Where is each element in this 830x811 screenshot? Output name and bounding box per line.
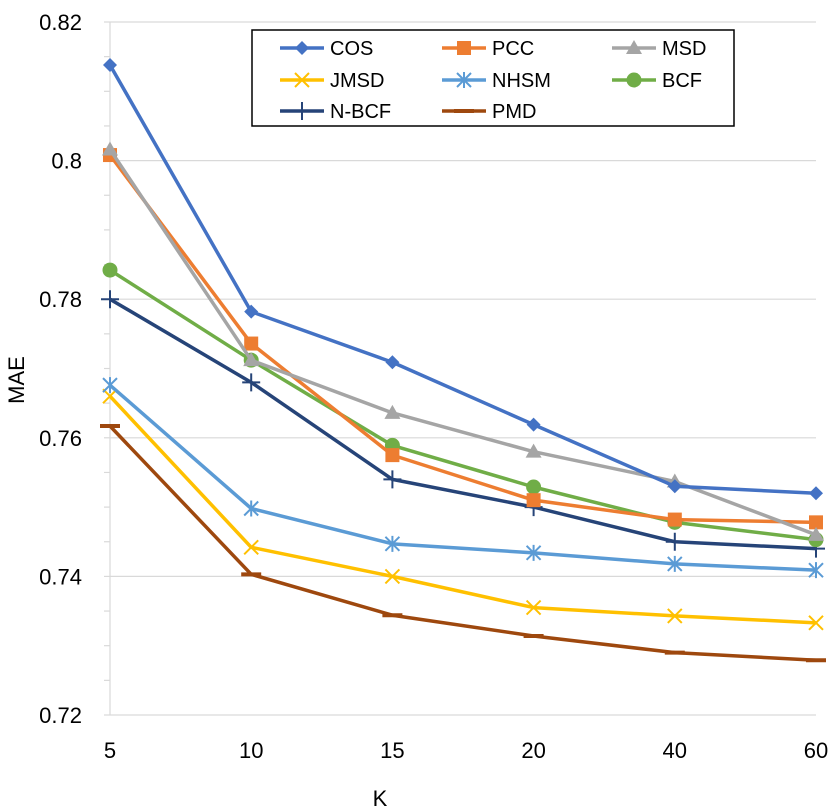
legend-label: NHSM bbox=[492, 70, 551, 92]
legend-label: PMD bbox=[492, 101, 536, 123]
legend-label: JMSD bbox=[330, 70, 384, 92]
y-tick-label: 0.8 bbox=[51, 149, 82, 174]
axes bbox=[104, 21, 111, 716]
marker-square bbox=[667, 512, 682, 527]
legend-item-cos: COS bbox=[280, 38, 373, 60]
x-tick-label: 40 bbox=[663, 738, 687, 763]
marker-star bbox=[102, 377, 118, 394]
marker-diamond bbox=[526, 417, 541, 432]
marker-diamond bbox=[244, 304, 259, 319]
marker-x bbox=[294, 72, 310, 88]
series-line bbox=[108, 395, 817, 625]
legend-item-nhsm: NHSM bbox=[442, 70, 551, 92]
series-cos bbox=[103, 57, 823, 501]
series-line bbox=[108, 424, 817, 663]
marker-plus bbox=[242, 373, 261, 392]
marker-diamond bbox=[809, 486, 823, 501]
series-line bbox=[109, 268, 817, 542]
legend-label: BCF bbox=[662, 70, 702, 92]
y-axis-ticks: 0.72 0.74 0.76 0.78 0.8 0.82 bbox=[39, 10, 82, 728]
y-axis-title: MAE bbox=[4, 356, 29, 404]
marker-square bbox=[526, 493, 541, 508]
legend-label: PCC bbox=[492, 38, 534, 60]
series-lines bbox=[100, 57, 826, 663]
marker-star bbox=[243, 500, 259, 517]
y-tick-label: 0.82 bbox=[39, 10, 82, 35]
marker-square bbox=[809, 515, 823, 530]
marker-star bbox=[808, 562, 824, 579]
marker-circle bbox=[626, 72, 642, 88]
legend-item-pcc: PCC bbox=[442, 38, 534, 60]
legend-item-n-bcf: N-BCF bbox=[280, 101, 391, 123]
marker-star bbox=[456, 72, 472, 88]
marker-diamond bbox=[385, 355, 400, 370]
series-line bbox=[108, 64, 817, 495]
x-tick-label: 15 bbox=[380, 738, 404, 763]
marker-triangle bbox=[243, 352, 260, 367]
x-tick-label: 5 bbox=[104, 738, 116, 763]
series-msd bbox=[102, 141, 824, 541]
marker-square bbox=[457, 41, 471, 55]
legend-box bbox=[251, 29, 735, 127]
marker-x bbox=[243, 539, 259, 556]
marker-triangle bbox=[626, 40, 642, 54]
x-tick-label: 60 bbox=[804, 738, 828, 763]
marker-star bbox=[667, 555, 683, 572]
legend-item-jmsd: JMSD bbox=[280, 70, 384, 92]
series-n-bcf bbox=[101, 290, 825, 558]
marker-star bbox=[525, 544, 542, 561]
series-line bbox=[109, 297, 817, 551]
series-line bbox=[108, 383, 817, 572]
marker-triangle bbox=[525, 443, 542, 458]
marker-square bbox=[244, 336, 259, 351]
x-tick-label: 10 bbox=[239, 738, 263, 763]
x-tick-label: 20 bbox=[521, 738, 545, 763]
legend: COS PCC MSD JMSD NHSM BCF N-BCF PMD bbox=[251, 29, 735, 127]
marker-circle bbox=[526, 479, 542, 495]
y-tick-label: 0.72 bbox=[39, 703, 82, 728]
legend-item-pmd: PMD bbox=[442, 101, 536, 123]
marker-triangle bbox=[102, 141, 118, 156]
x-axis-title: K bbox=[373, 786, 388, 811]
marker-diamond bbox=[667, 479, 682, 494]
series-pmd bbox=[100, 424, 826, 663]
marker-plus bbox=[383, 470, 402, 489]
legend-item-msd: MSD bbox=[612, 38, 706, 60]
marker-x bbox=[808, 615, 824, 631]
series-line bbox=[108, 154, 817, 525]
marker-diamond bbox=[295, 41, 309, 55]
marker-plus bbox=[101, 290, 119, 309]
marker-x bbox=[525, 599, 542, 616]
marker-triangle bbox=[384, 404, 401, 419]
y-tick-label: 0.74 bbox=[39, 564, 82, 589]
series-line bbox=[108, 148, 817, 537]
marker-star bbox=[384, 535, 401, 552]
legend-item-bcf: BCF bbox=[612, 70, 702, 92]
marker-plus bbox=[293, 102, 311, 120]
marker-plus bbox=[665, 532, 684, 551]
marker-diamond bbox=[103, 57, 117, 72]
marker-square bbox=[385, 448, 400, 463]
series-jmsd bbox=[102, 388, 824, 631]
legend-label: MSD bbox=[662, 38, 706, 60]
y-tick-label: 0.78 bbox=[39, 287, 82, 312]
legend-label: COS bbox=[330, 38, 373, 60]
marker-circle bbox=[102, 262, 118, 278]
gridlines bbox=[110, 21, 816, 716]
x-axis-ticks: 5 10 15 20 40 60 bbox=[104, 738, 828, 763]
marker-x bbox=[667, 608, 683, 624]
y-tick-label: 0.76 bbox=[39, 426, 82, 451]
legend-label: N-BCF bbox=[330, 101, 391, 123]
marker-x bbox=[384, 568, 401, 585]
series-nhsm bbox=[102, 377, 824, 579]
marker-triangle bbox=[808, 526, 824, 541]
marker-x bbox=[102, 388, 118, 404]
